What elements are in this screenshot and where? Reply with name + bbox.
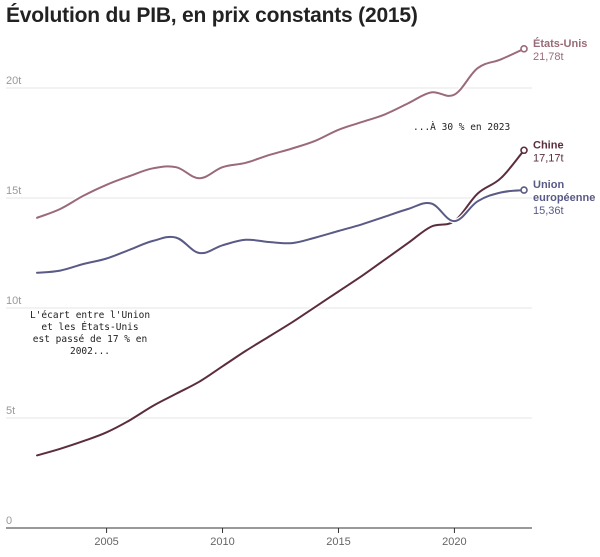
x-tick-label: 2010: [210, 536, 234, 548]
series-end-marker-chine: [520, 146, 528, 155]
series-name-label-union-europeenne: Union: [533, 179, 564, 191]
series-name-label-etats-unis: États-Unis: [533, 37, 587, 50]
annotation-gap-2002: 2002...: [70, 346, 110, 357]
series-line-chine: [36, 149, 525, 457]
y-axis-ticks: 0 5t 10t 15t 20t: [6, 75, 21, 527]
series-halo-chine: [34, 148, 527, 458]
series-line-union-europeenne: [36, 189, 525, 274]
series-value-label-chine: 17,17t: [533, 152, 564, 164]
annotation-gap-2002: L'écart entre l'Union: [30, 310, 150, 321]
y-tick-label: 0: [6, 515, 12, 527]
annotation-gap-2002: est passé de 17 % en: [33, 334, 147, 345]
series-halo-etats-unis: [34, 46, 527, 221]
x-tick-label: 2005: [94, 536, 118, 548]
series-end-marker-etats-unis: [520, 45, 528, 53]
y-tick-label: 15t: [6, 185, 21, 197]
annotation-gap-2023: ...À 30 % en 2023: [413, 121, 510, 133]
y-tick-label: 5t: [6, 405, 15, 417]
gridlines: [6, 87, 532, 419]
chart-title: Évolution du PIB, en prix constants (201…: [6, 4, 418, 27]
x-tick-label: 2015: [326, 536, 350, 548]
series-line-etats-unis: [36, 47, 525, 219]
series-name-label-chine: Chine: [533, 139, 564, 151]
x-axis: 2005 2010 2015 2020: [6, 527, 532, 548]
series-value-label-union-europeenne: 15,36t: [533, 205, 564, 217]
series-halo-union-europeenne: [34, 187, 527, 276]
y-tick-label: 20t: [6, 75, 21, 87]
series-value-label-etats-unis: 21,78t: [533, 51, 564, 63]
annotation-gap-2002: et les États-Unis: [41, 321, 138, 333]
series-lines: [34, 45, 528, 458]
series-name-label-union-europeenne: européenne: [533, 192, 595, 204]
x-tick-label: 2020: [442, 536, 466, 548]
series-end-marker-union-europeenne: [520, 186, 528, 194]
y-tick-label: 10t: [6, 295, 21, 307]
